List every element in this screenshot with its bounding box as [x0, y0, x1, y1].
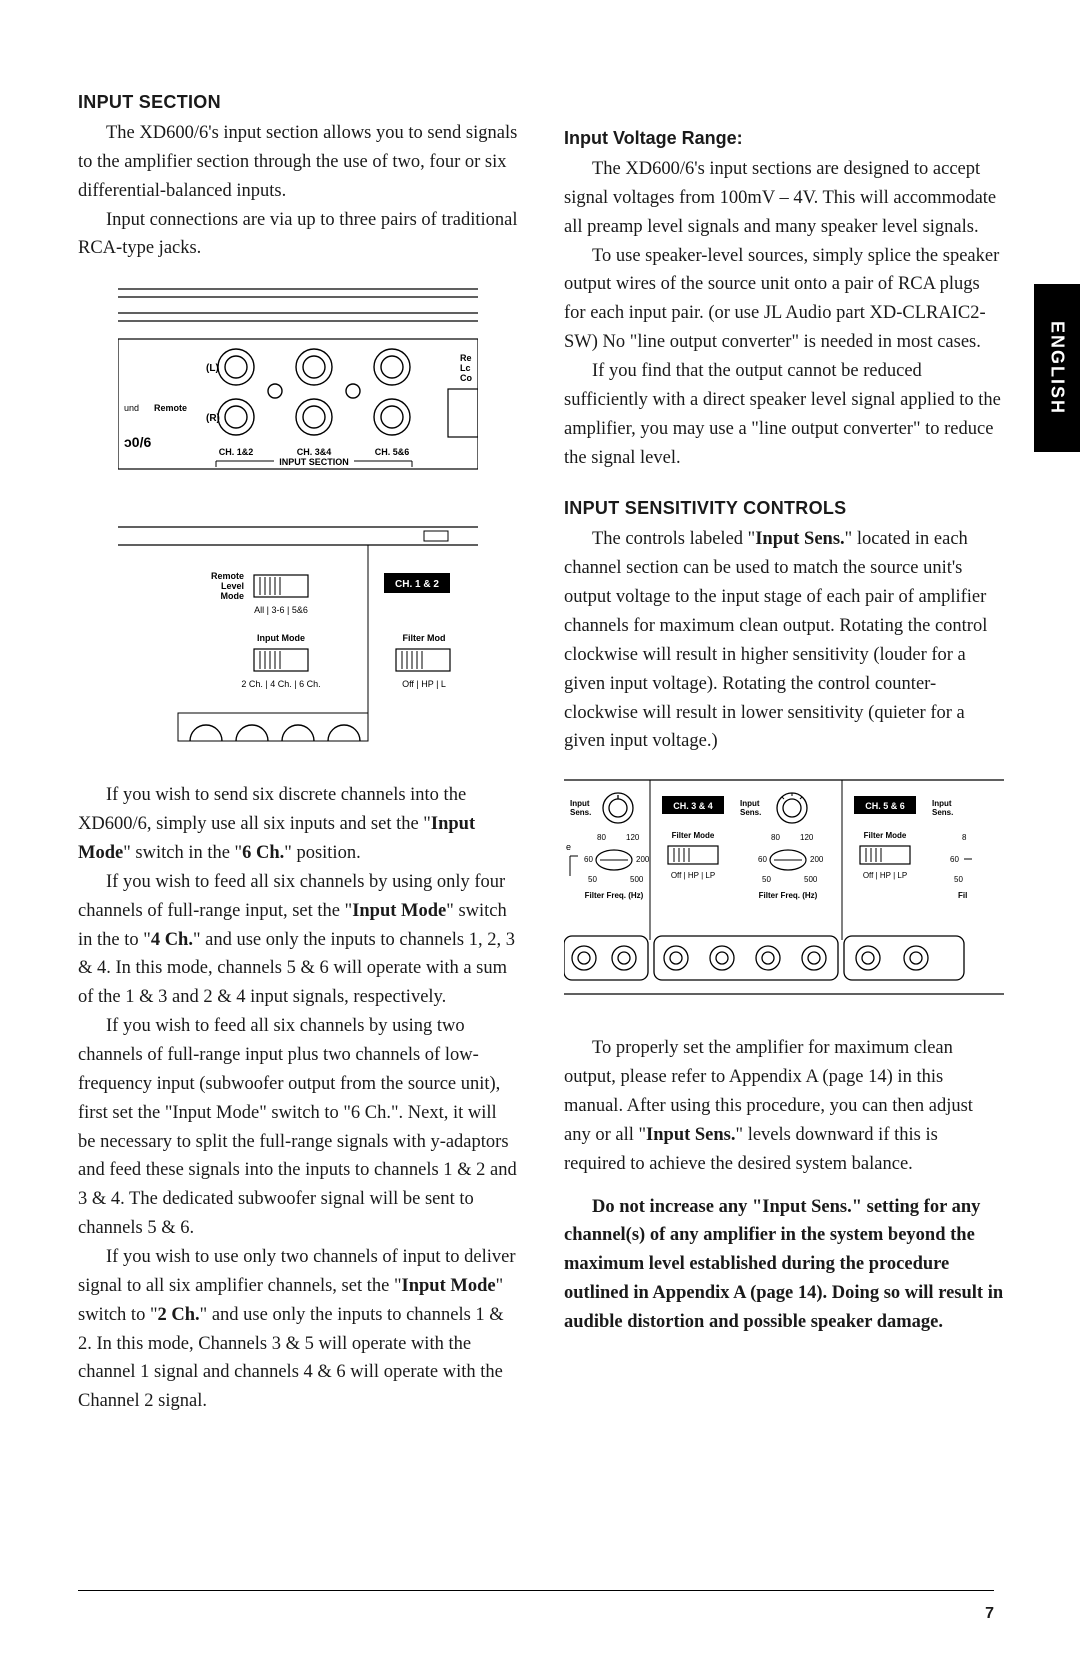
sixty-r: 60 — [950, 855, 959, 864]
para: The XD600/6's input section allows you t… — [78, 119, 518, 206]
input-sens-3b: Sens. — [932, 808, 953, 817]
input-sens-2b: Sens. — [740, 808, 761, 817]
model-label: ɔ0/6 — [124, 434, 151, 450]
lc-label: Lc — [460, 363, 471, 373]
input-sens-2a: Input — [740, 799, 760, 808]
t500-2: 500 — [804, 875, 818, 884]
para: To use speaker-level sources, simply spl… — [564, 242, 1004, 357]
t200-1: 200 — [636, 855, 650, 864]
page-number: 7 — [985, 1605, 994, 1623]
para: If you wish to send six discrete channel… — [78, 781, 518, 868]
fifty-clip: 50 — [954, 875, 963, 884]
ch34-badge: CH. 3 & 4 — [673, 801, 713, 811]
language-tab: ENGLISH — [1034, 284, 1080, 452]
t120-2: 120 — [800, 833, 814, 842]
fil-clip: Fil — [958, 891, 967, 900]
para: Input connections are via up to three pa… — [78, 206, 518, 264]
und-label: und — [124, 403, 139, 413]
para: If you find that the output cannot be re… — [564, 357, 1004, 472]
e-clip: e — [566, 842, 571, 852]
para: The XD600/6's input sections are designe… — [564, 155, 1004, 242]
filter-freq-2: Filter Freq. (Hz) — [759, 891, 818, 900]
t80-2: 80 — [771, 833, 780, 842]
filter-mode-label: Filter Mod — [403, 633, 446, 643]
heading-input-section: INPUT SECTION — [78, 92, 518, 113]
footer-rule — [78, 1590, 994, 1591]
manual-page: ENGLISH INPUT SECTION The XD600/6's inpu… — [0, 0, 1080, 1669]
input-sens-3a: Input — [932, 799, 952, 808]
filter-mode-opts: Off | HP | L — [402, 679, 446, 689]
t60-1: 60 — [584, 855, 593, 864]
t120-1: 120 — [626, 833, 640, 842]
ch56-badge: CH. 5 & 6 — [865, 801, 905, 811]
right-column: Input Voltage Range: The XD600/6's input… — [564, 92, 1004, 1416]
remote-level-mode-3: Mode — [221, 591, 245, 601]
warning-para: Do not increase any "Input Sens." settin… — [564, 1193, 1004, 1337]
eight-clip: 8 — [962, 833, 967, 842]
t500-1: 500 — [630, 875, 644, 884]
heading-input-voltage-range: Input Voltage Range: — [564, 128, 1004, 149]
l-label: (L) — [206, 363, 219, 374]
ch12-label: CH. 1&2 — [219, 447, 254, 457]
input-sens-diagram: Input Sens. CH. 3 & 4 Input Sens. — [564, 776, 1004, 1006]
ch56-label: CH. 5&6 — [375, 447, 410, 457]
filter-opts-1: Off | HP | LP — [671, 871, 715, 880]
t60-2: 60 — [758, 855, 767, 864]
remote-label: Remote — [154, 403, 187, 413]
co-label: Co — [460, 373, 472, 383]
language-label: ENGLISH — [1047, 321, 1068, 415]
para: If you wish to feed all six channels by … — [78, 1012, 518, 1243]
all-opts: All | 3-6 | 5&6 — [254, 605, 308, 615]
filter-mode-label-1: Filter Mode — [672, 831, 715, 840]
filter-freq-1: Filter Freq. (Hz) — [585, 891, 644, 900]
remote-level-mode-1: Remote — [211, 571, 244, 581]
r-label: (R) — [206, 413, 220, 424]
two-column-layout: INPUT SECTION The XD600/6's input sectio… — [78, 92, 1016, 1416]
input-sens-1b: Sens. — [570, 808, 591, 817]
filter-mode-label-2: Filter Mode — [864, 831, 907, 840]
input-mode-opts: 2 Ch. | 4 Ch. | 6 Ch. — [241, 679, 320, 689]
ch34-label: CH. 3&4 — [297, 447, 332, 457]
re-label: Re — [460, 353, 472, 363]
t200-2: 200 — [810, 855, 824, 864]
para: To properly set the amplifier for maximu… — [564, 1034, 1004, 1178]
para: The controls labeled "Input Sens." locat… — [564, 525, 1004, 756]
remote-level-mode-2: Level — [221, 581, 244, 591]
para: If you wish to use only two channels of … — [78, 1243, 518, 1416]
input-section-diagram: (L) (R) und Remote Re Lc Co ɔ0/6 CH. 1& — [118, 283, 518, 753]
input-section-caption: INPUT SECTION — [279, 457, 349, 467]
input-sens-1a: Input — [570, 799, 590, 808]
t50-2: 50 — [762, 875, 771, 884]
ch12-badge: CH. 1 & 2 — [395, 579, 439, 590]
para: If you wish to feed all six channels by … — [78, 868, 518, 1012]
input-mode-label: Input Mode — [257, 633, 305, 643]
left-column: INPUT SECTION The XD600/6's input sectio… — [78, 92, 518, 1416]
t80-1: 80 — [597, 833, 606, 842]
t50-1: 50 — [588, 875, 597, 884]
filter-opts-2: Off | HP | LP — [863, 871, 907, 880]
heading-input-sensitivity-controls: INPUT SENSITIVITY CONTROLS — [564, 498, 1004, 519]
